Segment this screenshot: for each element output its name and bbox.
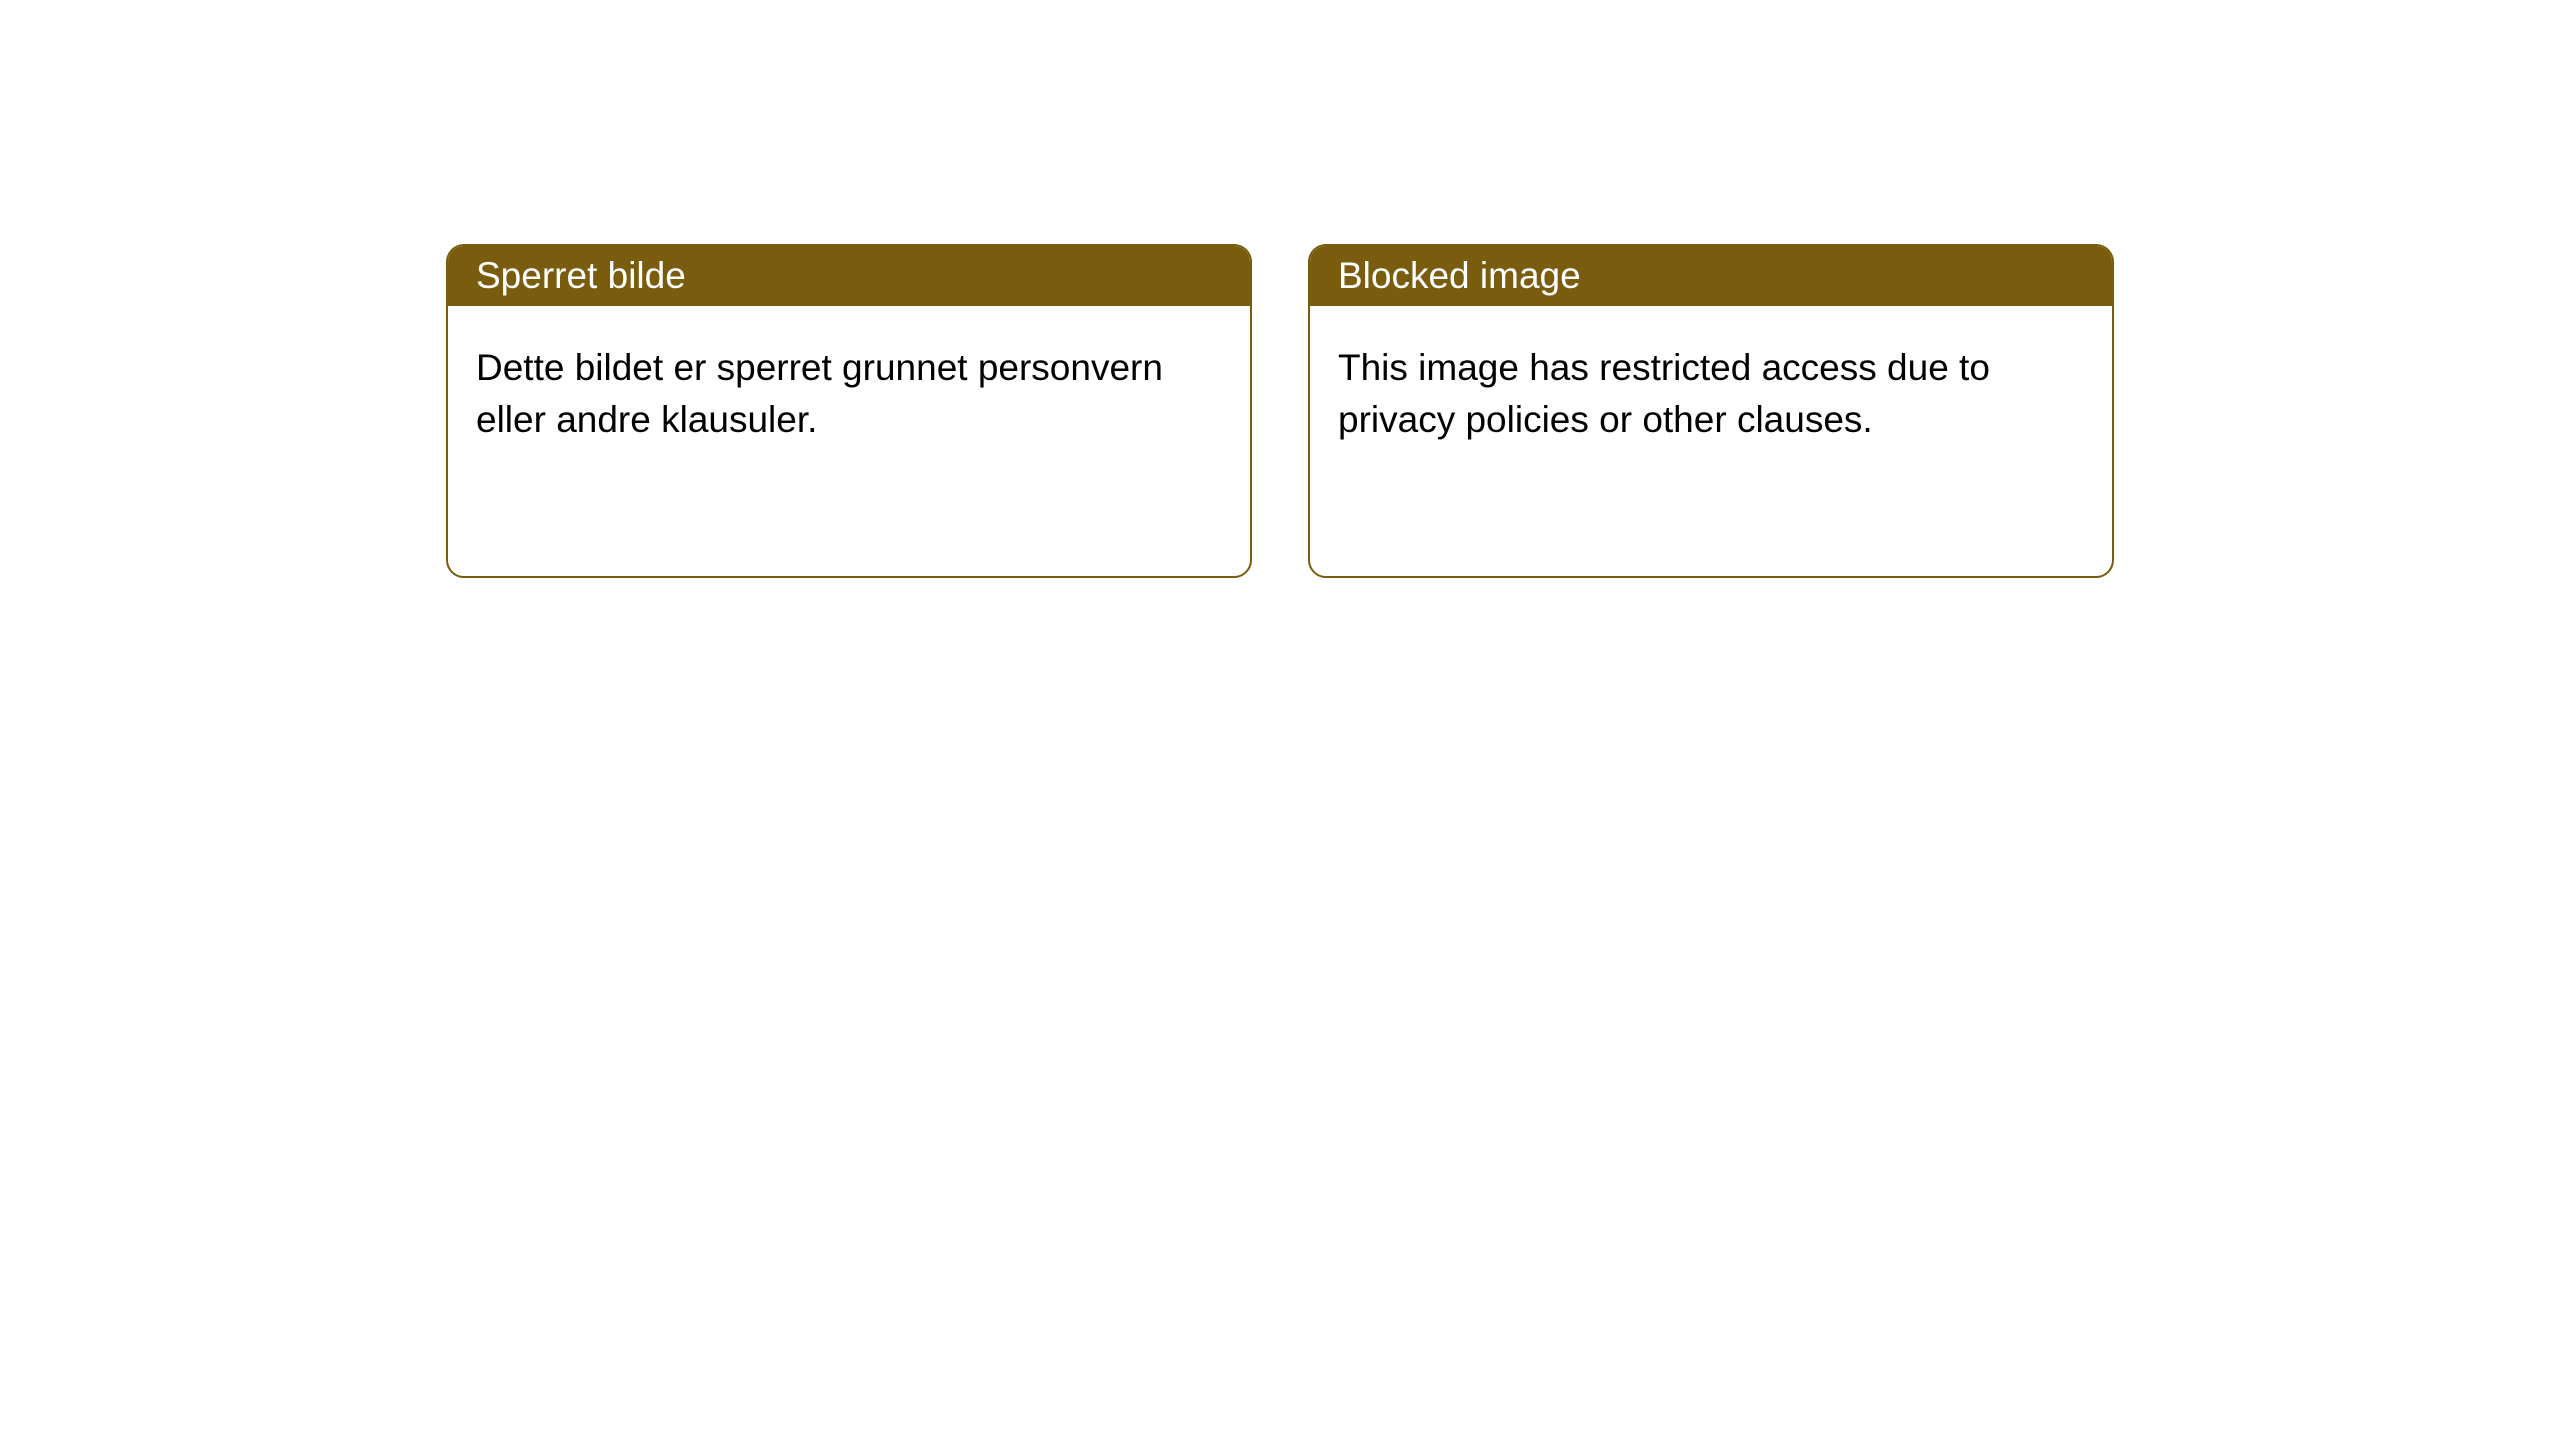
- notice-card-text-en: This image has restricted access due to …: [1338, 347, 1990, 440]
- notice-card-header-no: Sperret bilde: [448, 246, 1250, 306]
- notice-card-body-no: Dette bildet er sperret grunnet personve…: [448, 306, 1250, 482]
- notice-card-text-no: Dette bildet er sperret grunnet personve…: [476, 347, 1163, 440]
- notice-card-title-en: Blocked image: [1338, 255, 1581, 297]
- notice-card-no: Sperret bilde Dette bildet er sperret gr…: [446, 244, 1252, 578]
- notice-card-en: Blocked image This image has restricted …: [1308, 244, 2114, 578]
- notice-card-body-en: This image has restricted access due to …: [1310, 306, 2112, 482]
- notice-card-header-en: Blocked image: [1310, 246, 2112, 306]
- notice-card-title-no: Sperret bilde: [476, 255, 686, 297]
- notice-cards-container: Sperret bilde Dette bildet er sperret gr…: [0, 0, 2560, 578]
